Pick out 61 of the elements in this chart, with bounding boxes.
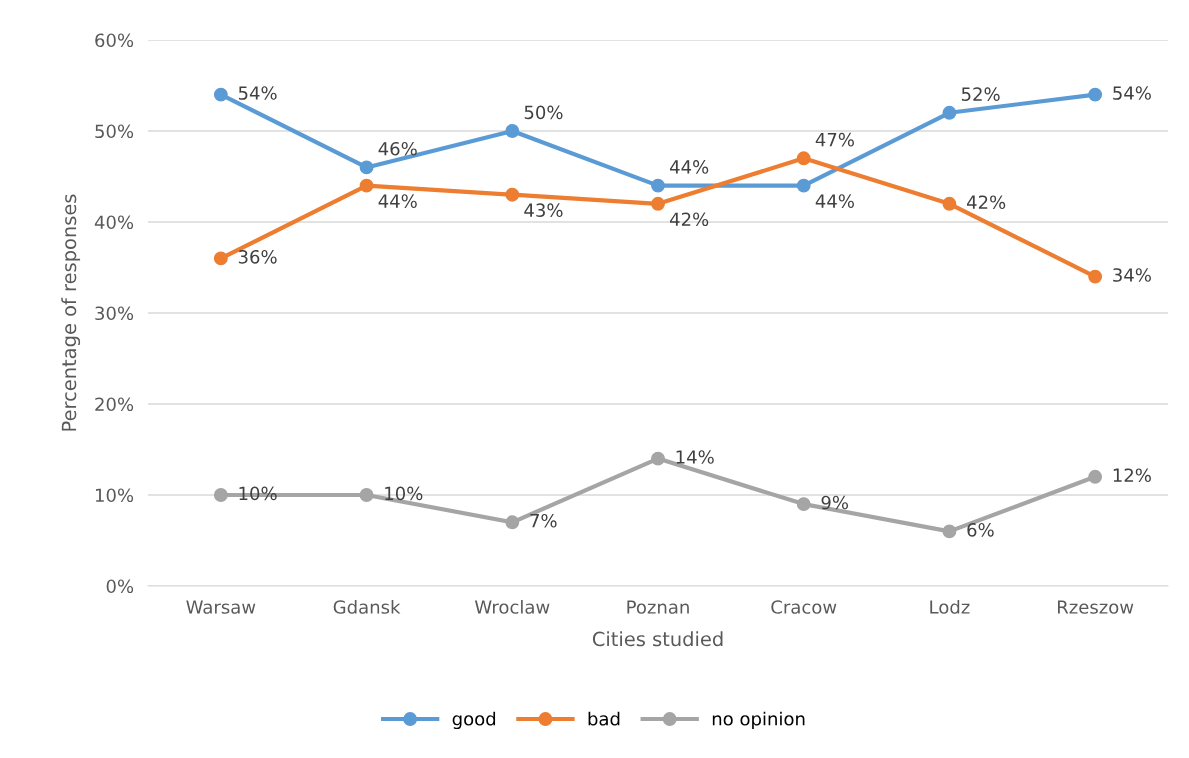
point: [213, 87, 228, 102]
point: [796, 151, 811, 166]
point: [359, 178, 374, 193]
data-label: 44%: [378, 194, 417, 208]
data-label: 43%: [524, 203, 563, 218]
y-tick-label: 60%: [95, 33, 134, 48]
point: [359, 488, 374, 502]
y-axis-title: Percentage of responses: [61, 194, 81, 431]
point: [213, 488, 228, 502]
x-tick-label: Gdansk: [333, 599, 401, 614]
y-tick-label: 40%: [94, 215, 134, 230]
data-label: 42%: [669, 212, 709, 227]
point: [942, 196, 957, 211]
point: [505, 515, 520, 530]
data-label: 54%: [1113, 86, 1151, 100]
data-label: 36%: [238, 249, 277, 264]
data-label: 42%: [966, 195, 1006, 210]
point: [651, 196, 665, 211]
data-label: 52%: [961, 87, 1000, 101]
x-axis-title: Cities studied: [592, 631, 723, 647]
data-label: 12%: [1113, 468, 1151, 483]
legend-label: bad: [588, 711, 620, 726]
x-tick-label: Wroclaw: [474, 599, 550, 614]
point: [1088, 87, 1103, 102]
point: [942, 105, 957, 120]
y-tick-label: 50%: [95, 124, 134, 139]
point: [213, 251, 228, 266]
legend-label: good: [452, 711, 496, 730]
data-label: 14%: [676, 450, 714, 464]
point: [796, 497, 811, 512]
point: [505, 187, 520, 202]
point: [359, 160, 374, 175]
point: [942, 524, 957, 539]
point: [505, 124, 520, 138]
data-label: 47%: [815, 132, 854, 147]
y-tick-label: 30%: [95, 306, 134, 321]
data-label: 7%: [530, 513, 557, 528]
data-label: 44%: [669, 160, 709, 174]
data-label: 54%: [238, 86, 277, 100]
data-label: 10%: [239, 486, 277, 501]
y-tick-label: 20%: [95, 397, 134, 412]
data-label: 34%: [1113, 268, 1151, 282]
x-tick-label: Poznan: [627, 600, 689, 614]
data-label: 9%: [821, 495, 849, 510]
y-tick-label: 0%: [106, 579, 134, 594]
point: [1088, 469, 1103, 484]
data-label: 46%: [378, 141, 417, 156]
data-label: 10%: [385, 486, 423, 501]
x-tick-label: Rzeszow: [1058, 600, 1134, 614]
point: [796, 178, 811, 193]
point: [651, 451, 665, 466]
x-tick-label: Warsaw: [186, 600, 256, 614]
data-label: 50%: [524, 105, 563, 120]
legend-label: no opinion: [712, 711, 805, 730]
point: [1088, 269, 1103, 284]
data-label: 6%: [967, 522, 994, 537]
point: [651, 178, 665, 193]
x-tick-label: Cracow: [771, 600, 837, 614]
data-label: 44%: [815, 194, 854, 208]
y-tick-label: 10%: [95, 488, 134, 503]
x-tick-label: Lodz: [930, 599, 970, 614]
